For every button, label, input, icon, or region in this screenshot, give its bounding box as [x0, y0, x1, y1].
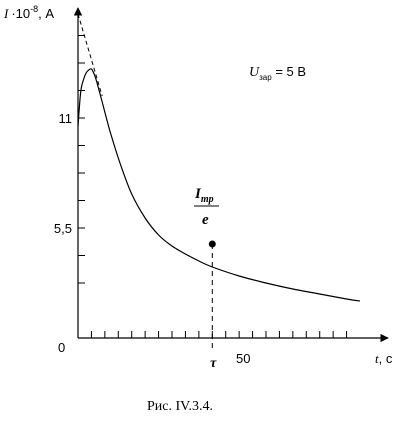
x-minor-ticks [90, 331, 348, 338]
tangent-dashed-line [77, 13, 103, 97]
fraction-numerator: I [194, 186, 202, 202]
figure-caption: Рис. IV.3.4. [147, 399, 213, 414]
x-axis-label: t, с [375, 351, 393, 366]
svg-text:Iтр: Iтр [194, 186, 214, 205]
y-tick-label-1: 5,5 [54, 221, 72, 236]
fraction-annotation: Iтр e [194, 186, 219, 228]
y-axis-label: I ·10-8, А [3, 4, 54, 21]
fraction-numerator-sub: тр [201, 194, 214, 205]
current-decay-curve [77, 68, 361, 302]
x-tick-labels: 50 [236, 351, 250, 366]
voltage-annotation: Uзар = 5 В [249, 64, 306, 82]
y-tick-label-0: 11 [59, 111, 73, 126]
origin-label: 0 [58, 340, 65, 355]
fraction-denominator: e [202, 212, 209, 228]
y-minor-ticks [78, 35, 85, 284]
tau-point-marker [208, 240, 216, 248]
x-tick-label-0: 50 [236, 351, 250, 366]
tau-label: τ [210, 356, 217, 371]
y-tick-labels: 115,5 [54, 111, 72, 236]
